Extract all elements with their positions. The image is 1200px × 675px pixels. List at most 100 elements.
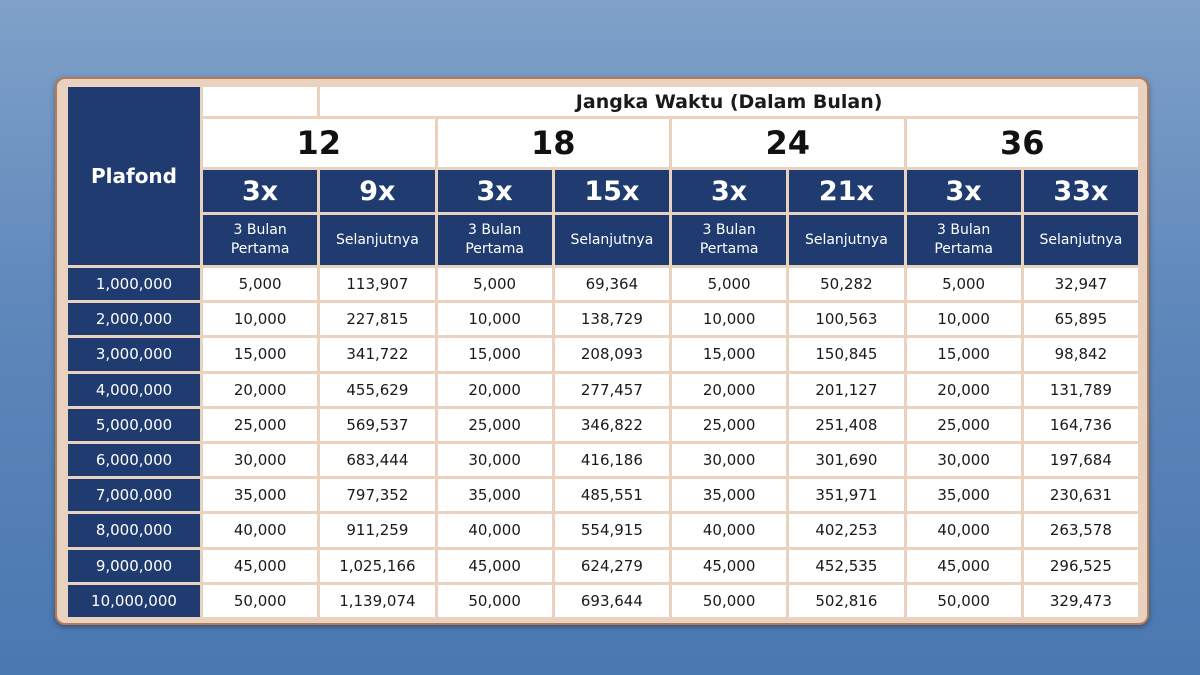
table-row: 4,000,000 20,000 455,629 20,000 277,457 … <box>68 373 1138 406</box>
sub-first-line1: 3 Bulan <box>937 222 991 238</box>
value-cell: 65,895 <box>1023 303 1138 336</box>
value-cell: 455,629 <box>320 373 435 406</box>
table-row: 9,000,000 45,000 1,025,166 45,000 624,27… <box>68 549 1138 582</box>
table-body: 1,000,000 5,000 113,907 5,000 69,364 5,0… <box>68 268 1138 617</box>
value-cell: 15,000 <box>672 338 787 371</box>
value-cell: 10,000 <box>672 303 787 336</box>
term-12-header: 12 <box>203 119 435 167</box>
value-cell: 10,000 <box>906 303 1021 336</box>
sub-first-line1: 3 Bulan <box>233 222 287 238</box>
value-cell: 40,000 <box>437 514 552 547</box>
value-cell: 201,127 <box>789 373 904 406</box>
sub-first-18: 3 Bulan Pertama <box>437 215 552 265</box>
value-cell: 329,473 <box>1023 584 1138 617</box>
value-cell: 150,845 <box>789 338 904 371</box>
value-cell: 35,000 <box>672 479 787 512</box>
value-cell: 138,729 <box>554 303 669 336</box>
value-cell: 35,000 <box>437 479 552 512</box>
header-row-terms: 12 18 24 36 <box>68 119 1138 167</box>
value-cell: 554,915 <box>554 514 669 547</box>
table-row: 2,000,000 10,000 227,815 10,000 138,729 … <box>68 303 1138 336</box>
value-cell: 50,000 <box>437 584 552 617</box>
value-cell: 15,000 <box>437 338 552 371</box>
value-cell: 98,842 <box>1023 338 1138 371</box>
plafond-cell: 1,000,000 <box>68 268 200 301</box>
term-36-header: 36 <box>906 119 1138 167</box>
value-cell: 20,000 <box>437 373 552 406</box>
blank-header-cell <box>203 87 318 116</box>
value-cell: 40,000 <box>672 514 787 547</box>
value-cell: 20,000 <box>672 373 787 406</box>
value-cell: 113,907 <box>320 268 435 301</box>
table-row: 10,000,000 50,000 1,139,074 50,000 693,6… <box>68 584 1138 617</box>
term-36-rest-multiplier: 33x <box>1023 170 1138 212</box>
value-cell: 197,684 <box>1023 443 1138 477</box>
value-cell: 164,736 <box>1023 408 1138 441</box>
value-cell: 277,457 <box>554 373 669 406</box>
value-cell: 45,000 <box>437 549 552 582</box>
term-18-first-multiplier: 3x <box>437 170 552 212</box>
value-cell: 227,815 <box>320 303 435 336</box>
value-cell: 5,000 <box>906 268 1021 301</box>
value-cell: 20,000 <box>906 373 1021 406</box>
header-row-subtitles: 3 Bulan Pertama Selanjutnya 3 Bulan Pertam… <box>68 215 1138 265</box>
value-cell: 40,000 <box>906 514 1021 547</box>
plafond-cell: 5,000,000 <box>68 408 200 441</box>
table-row: 5,000,000 25,000 569,537 25,000 346,822 … <box>68 408 1138 441</box>
value-cell: 10,000 <box>203 303 318 336</box>
value-cell: 40,000 <box>203 514 318 547</box>
plafond-cell: 7,000,000 <box>68 479 200 512</box>
sub-first-line1: 3 Bulan <box>468 222 522 238</box>
term-12-first-multiplier: 3x <box>203 170 318 212</box>
value-cell: 69,364 <box>554 268 669 301</box>
table-row: 3,000,000 15,000 341,722 15,000 208,093 … <box>68 338 1138 371</box>
value-cell: 50,000 <box>203 584 318 617</box>
value-cell: 15,000 <box>906 338 1021 371</box>
plafond-cell: 4,000,000 <box>68 373 200 406</box>
table-frame: Plafond Jangka Waktu (Dalam Bulan) 12 18… <box>55 77 1149 625</box>
installment-table: Plafond Jangka Waktu (Dalam Bulan) 12 18… <box>65 84 1141 620</box>
value-cell: 35,000 <box>906 479 1021 512</box>
term-24-header: 24 <box>672 119 904 167</box>
sub-first-line2: Pertama <box>699 241 759 257</box>
value-cell: 35,000 <box>203 479 318 512</box>
value-cell: 50,000 <box>672 584 787 617</box>
sub-first-line2: Pertama <box>465 241 524 257</box>
value-cell: 230,631 <box>1023 479 1138 512</box>
value-cell: 131,789 <box>1023 373 1138 406</box>
value-cell: 5,000 <box>203 268 318 301</box>
value-cell: 346,822 <box>554 408 669 441</box>
value-cell: 402,253 <box>789 514 904 547</box>
sub-rest-36: Selanjutnya <box>1023 215 1138 265</box>
value-cell: 25,000 <box>437 408 552 441</box>
jangka-waktu-header: Jangka Waktu (Dalam Bulan) <box>320 87 1138 116</box>
table-row: 8,000,000 40,000 911,259 40,000 554,915 … <box>68 514 1138 547</box>
sub-first-line2: Pertama <box>230 241 290 257</box>
sub-first-36: 3 Bulan Pertama <box>906 215 1021 265</box>
value-cell: 50,282 <box>789 268 904 301</box>
value-cell: 208,093 <box>554 338 669 371</box>
value-cell: 25,000 <box>906 408 1021 441</box>
value-cell: 301,690 <box>789 443 904 477</box>
value-cell: 45,000 <box>203 549 318 582</box>
value-cell: 10,000 <box>437 303 552 336</box>
value-cell: 25,000 <box>672 408 787 441</box>
plafond-cell: 10,000,000 <box>68 584 200 617</box>
term-12-rest-multiplier: 9x <box>320 170 435 212</box>
sub-rest-18: Selanjutnya <box>554 215 669 265</box>
table-row: 7,000,000 35,000 797,352 35,000 485,551 … <box>68 479 1138 512</box>
plafond-cell: 2,000,000 <box>68 303 200 336</box>
value-cell: 30,000 <box>203 443 318 477</box>
value-cell: 351,971 <box>789 479 904 512</box>
term-36-first-multiplier: 3x <box>906 170 1021 212</box>
value-cell: 502,816 <box>789 584 904 617</box>
term-18-header: 18 <box>437 119 669 167</box>
value-cell: 251,408 <box>789 408 904 441</box>
plafond-cell: 9,000,000 <box>68 549 200 582</box>
value-cell: 683,444 <box>320 443 435 477</box>
value-cell: 485,551 <box>554 479 669 512</box>
value-cell: 624,279 <box>554 549 669 582</box>
value-cell: 416,186 <box>554 443 669 477</box>
value-cell: 1,139,074 <box>320 584 435 617</box>
value-cell: 30,000 <box>437 443 552 477</box>
